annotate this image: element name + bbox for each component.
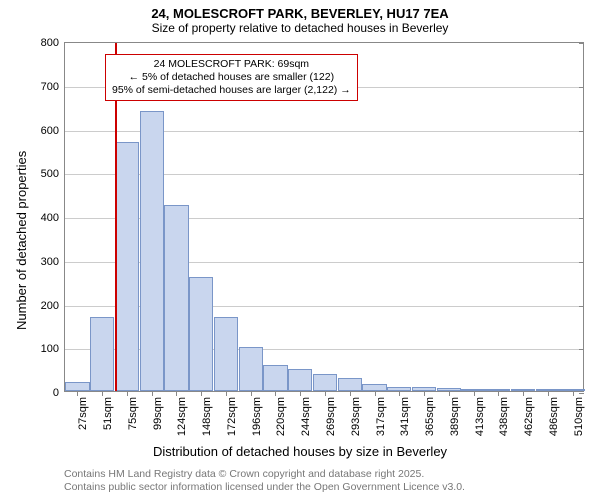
x-tick-mark — [201, 391, 202, 396]
y-tick-label: 300 — [41, 256, 65, 268]
histogram-bar — [189, 277, 213, 391]
x-tick-mark — [350, 391, 351, 396]
histogram-bar — [288, 369, 312, 391]
x-tick-mark — [573, 391, 574, 396]
x-tick-mark — [300, 391, 301, 396]
x-tick-mark — [176, 391, 177, 396]
x-tick-mark — [251, 391, 252, 396]
y-tick-label: 200 — [41, 300, 65, 312]
y-tick-mark — [579, 87, 584, 88]
histogram-bar — [214, 317, 238, 391]
y-tick-label: 400 — [41, 212, 65, 224]
x-axis-label: Distribution of detached houses by size … — [0, 444, 600, 459]
histogram-bar — [90, 317, 114, 391]
x-tick-label: 51sqm — [102, 397, 114, 430]
y-tick-mark — [579, 131, 584, 132]
y-tick-label: 700 — [41, 81, 65, 93]
x-tick-mark — [375, 391, 376, 396]
x-tick-mark — [127, 391, 128, 396]
x-tick-mark — [325, 391, 326, 396]
x-tick-label: 27sqm — [77, 397, 89, 430]
x-tick-label: 148sqm — [201, 397, 213, 436]
x-tick-label: 244sqm — [300, 397, 312, 436]
x-tick-mark — [424, 391, 425, 396]
histogram-bar — [239, 347, 263, 391]
y-tick-mark — [579, 349, 584, 350]
x-tick-mark — [77, 391, 78, 396]
x-tick-mark — [474, 391, 475, 396]
x-tick-label: 75sqm — [127, 397, 139, 430]
x-tick-mark — [548, 391, 549, 396]
x-tick-label: 317sqm — [375, 397, 387, 436]
y-tick-mark — [579, 43, 584, 44]
x-tick-label: 389sqm — [449, 397, 461, 436]
y-tick-label: 600 — [41, 125, 65, 137]
y-tick-label: 500 — [41, 168, 65, 180]
annotation-line: 95% of semi-detached houses are larger (… — [112, 84, 351, 97]
y-tick-mark — [579, 306, 584, 307]
histogram-bar — [164, 205, 188, 391]
x-tick-mark — [399, 391, 400, 396]
histogram-bar — [313, 374, 337, 392]
annotation-line: 24 MOLESCROFT PARK: 69sqm — [112, 58, 351, 71]
x-tick-label: 220sqm — [275, 397, 287, 436]
y-tick-mark — [579, 174, 584, 175]
x-tick-label: 462sqm — [523, 397, 535, 436]
y-tick-mark — [579, 262, 584, 263]
histogram-bar — [338, 378, 362, 391]
x-tick-label: 438sqm — [498, 397, 510, 436]
x-tick-label: 365sqm — [424, 397, 436, 436]
chart-subtitle: Size of property relative to detached ho… — [0, 21, 600, 35]
x-tick-mark — [152, 391, 153, 396]
histogram-bar — [115, 142, 139, 391]
x-tick-label: 196sqm — [251, 397, 263, 436]
x-tick-label: 510sqm — [573, 397, 585, 436]
x-tick-label: 269sqm — [325, 397, 337, 436]
x-tick-label: 293sqm — [350, 397, 362, 436]
x-tick-label: 172sqm — [226, 397, 238, 436]
y-tick-mark — [579, 393, 584, 394]
x-tick-label: 486sqm — [548, 397, 560, 436]
property-size-histogram: 24, MOLESCROFT PARK, BEVERLEY, HU17 7EA … — [0, 0, 600, 500]
x-tick-label: 341sqm — [399, 397, 411, 436]
y-tick-mark — [579, 218, 584, 219]
histogram-bar — [263, 365, 287, 391]
annotation-box: 24 MOLESCROFT PARK: 69sqm← 5% of detache… — [105, 54, 358, 101]
x-tick-label: 413sqm — [474, 397, 486, 436]
x-tick-label: 124sqm — [176, 397, 188, 436]
histogram-bar — [65, 382, 89, 391]
histogram-bar — [140, 111, 164, 391]
x-tick-mark — [449, 391, 450, 396]
x-tick-mark — [102, 391, 103, 396]
y-tick-label: 800 — [41, 37, 65, 49]
footer-line: Contains HM Land Registry data © Crown c… — [64, 468, 465, 481]
x-tick-mark — [498, 391, 499, 396]
x-tick-mark — [226, 391, 227, 396]
x-tick-mark — [523, 391, 524, 396]
chart-title: 24, MOLESCROFT PARK, BEVERLEY, HU17 7EA — [0, 0, 600, 21]
chart-footer: Contains HM Land Registry data © Crown c… — [64, 468, 465, 494]
y-tick-label: 100 — [41, 343, 65, 355]
y-tick-label: 0 — [53, 387, 65, 399]
footer-line: Contains public sector information licen… — [64, 481, 465, 494]
x-tick-mark — [275, 391, 276, 396]
annotation-line: ← 5% of detached houses are smaller (122… — [112, 71, 351, 84]
y-axis-label: Number of detached properties — [14, 151, 29, 330]
x-tick-label: 99sqm — [152, 397, 164, 430]
